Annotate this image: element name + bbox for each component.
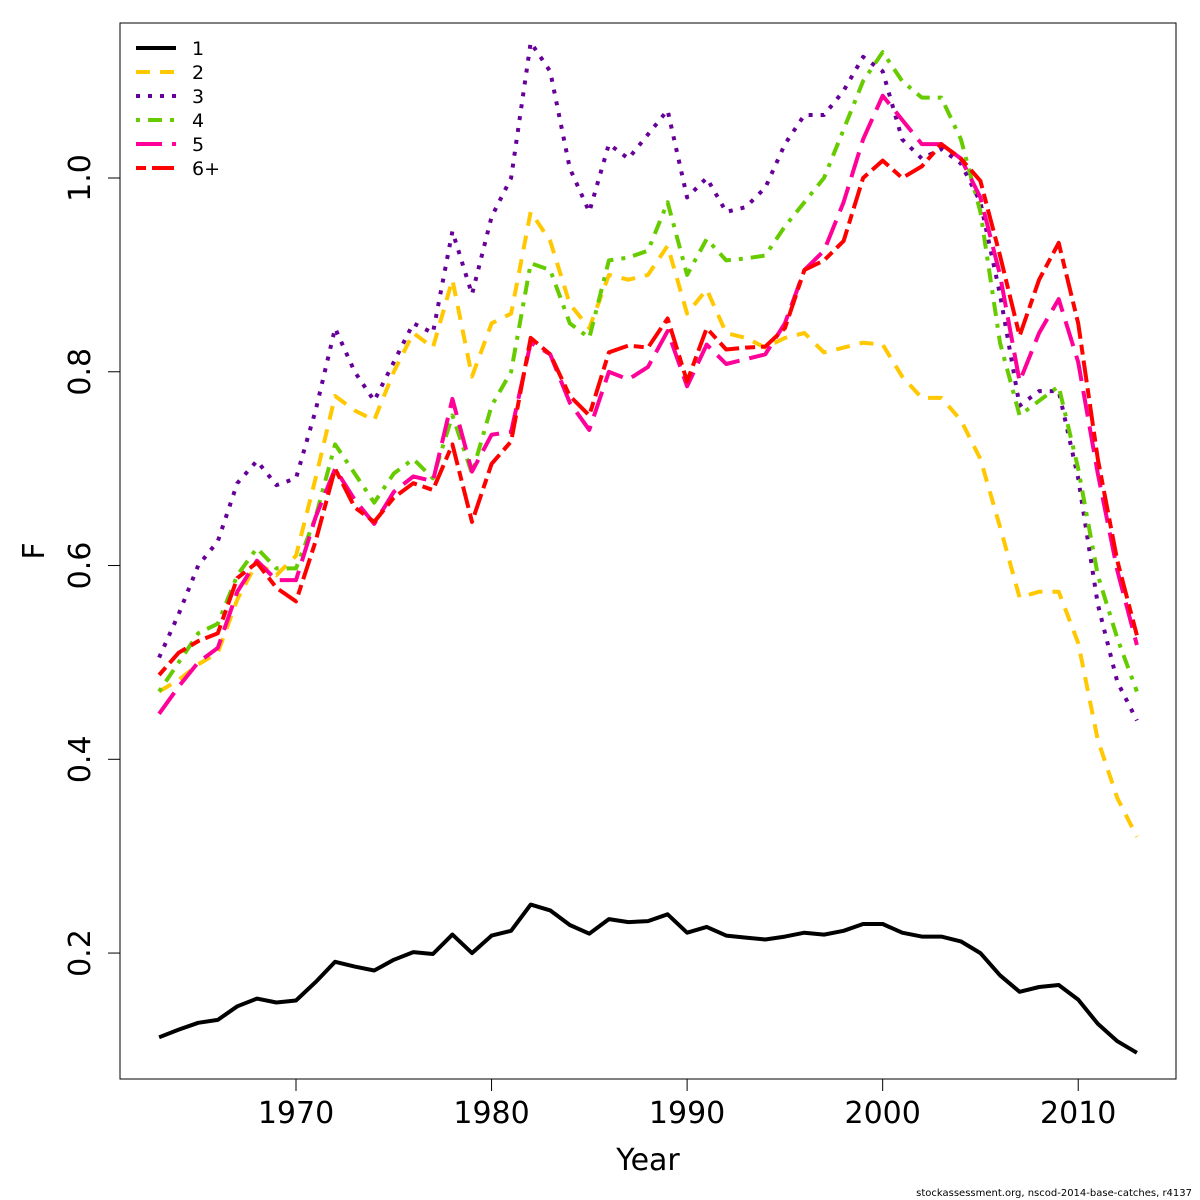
y-axis-label: F xyxy=(17,542,52,559)
axes: 1970 1980 1990 2000 2010 0.2 0.4 0.6 0.8 1.0 xyxy=(63,154,1116,1131)
y-tick-label: 0.6 xyxy=(63,542,98,590)
series-line-2 xyxy=(158,209,1139,838)
x-tick-label: 2010 xyxy=(1040,1096,1116,1131)
credit-text: stockassessment.org, nscod-2014-base-cat… xyxy=(916,1188,1192,1199)
legend-label: 1 xyxy=(192,38,204,60)
legend-label: 3 xyxy=(192,86,204,108)
x-tick-label: 1970 xyxy=(258,1096,334,1131)
x-tick-label: 2000 xyxy=(844,1096,920,1131)
series-line-6plus xyxy=(157,142,1139,677)
series-line-1 xyxy=(158,902,1138,1055)
y-tick-label: 0.8 xyxy=(63,348,98,396)
y-tick-label: 0.4 xyxy=(63,735,98,783)
x-tick-label: 1980 xyxy=(453,1096,529,1131)
legend-label: 4 xyxy=(192,110,204,132)
x-axis-label: Year xyxy=(615,1143,680,1178)
series-line-5 xyxy=(157,93,1139,715)
x-tick-label: 1990 xyxy=(649,1096,725,1131)
legend-label: 2 xyxy=(192,62,204,84)
legend-label: 6+ xyxy=(192,158,220,180)
series-line-3 xyxy=(157,40,1139,722)
legend-label: 5 xyxy=(192,134,204,156)
series-lines xyxy=(157,40,1139,1055)
y-tick-label: 1.0 xyxy=(63,154,98,202)
y-tick-label: 0.2 xyxy=(63,929,98,977)
series-line-4 xyxy=(157,50,1139,693)
plot-frame xyxy=(119,22,1177,1080)
